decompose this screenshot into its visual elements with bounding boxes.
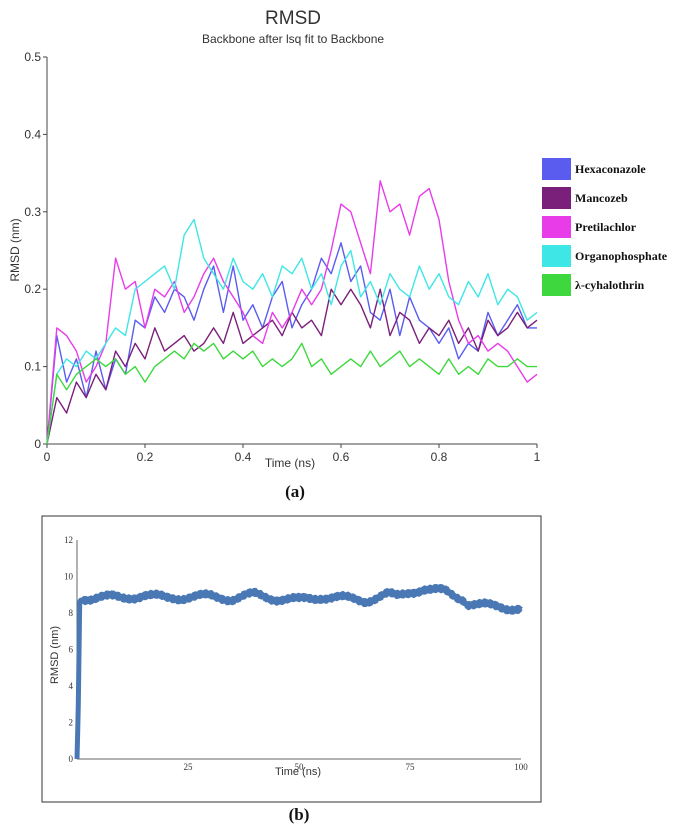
chart-a-y-ticks: 0 0.1 0.2 0.3 0.4 0.5 [24,50,47,451]
legend-swatch [542,216,571,238]
chart-b-x-tick-label: 50 [295,762,305,772]
series-line-5 [46,342,537,445]
chart-a-x-label: Time (ns) [265,456,315,470]
series-line-4 [46,218,538,445]
chart-a: RMSD Backbone after lsq fit to Backbone … [8,8,668,501]
chart-b-y-tick-label: 12 [64,535,73,545]
series-line-3 [46,180,538,445]
legend-label: Mancozeb [575,191,628,205]
chart-a-legend: Hexaconazole Mancozeb Pretilachlor Organoph… [542,158,668,296]
legend-swatch [542,187,571,209]
chart-a-y-tick-label: 0.5 [24,50,41,64]
chart-b-caption: (b) [289,805,310,824]
chart-a-y-label: RMSD (nm) [8,218,22,281]
chart-b-y-tick-label: 4 [69,681,74,691]
legend-label: Pretilachlor [575,220,637,234]
chart-a-y-tick-label: 0.3 [24,205,41,219]
chart-a-series [46,180,538,445]
chart-b-y-tick-label: 2 [69,718,74,728]
chart-b-frame [41,515,542,803]
chart-a-x-ticks: 0 0.2 0.4 0.6 0.8 1 [44,444,541,464]
chart-b-y-ticks: 0 2 4 6 8 10 12 [64,535,74,764]
chart-a-title: RMSD [265,8,321,29]
chart-a-x-tick-label: 0.4 [235,450,252,464]
legend-swatch [542,274,571,296]
chart-a-subtitle: Backbone after lsq fit to Backbone [202,32,384,46]
chart-b-x-tick-label: 100 [514,762,528,772]
chart-b-x-ticks: 25 50 75 100 [184,762,529,772]
chart-b-y-tick-label: 6 [69,645,74,655]
series-line-1 [46,242,537,445]
chart-b-y-label: RMSD (nm) [49,626,61,684]
legend-label: λ-cyhalothrin [575,278,645,292]
legend-swatch [542,245,571,267]
legend-label: Hexaconazole [575,162,646,176]
chart-a-caption: (a) [285,482,305,501]
chart-b-x-label: Time (ns) [275,766,321,778]
chart-b-y-tick-label: 10 [64,572,74,582]
chart-a-x-tick-label: 0.6 [333,450,350,464]
chart-b-y-tick-label: 8 [69,608,74,618]
chart-b-x-tick-label: 25 [184,762,194,772]
chart-a-x-tick-label: 0.8 [431,450,448,464]
chart-a-x-tick-label: 0.2 [137,450,154,464]
chart-b-series [74,583,523,760]
chart-a-y-tick-label: 0 [34,437,41,451]
legend-swatch [542,158,571,180]
chart-a-x-tick-label: 0 [44,450,51,464]
chart-b-y-tick-label: 0 [69,754,74,764]
chart-a-y-tick-label: 0.2 [24,282,41,296]
chart-a-y-tick-label: 0.4 [24,127,41,141]
chart-a-x-tick-label: 1 [534,450,541,464]
chart-a-y-tick-label: 0.1 [24,360,41,374]
chart-b-x-tick-label: 75 [406,762,416,772]
chart-b-series-line [74,583,523,760]
legend-label: Organophosphate [575,249,668,263]
